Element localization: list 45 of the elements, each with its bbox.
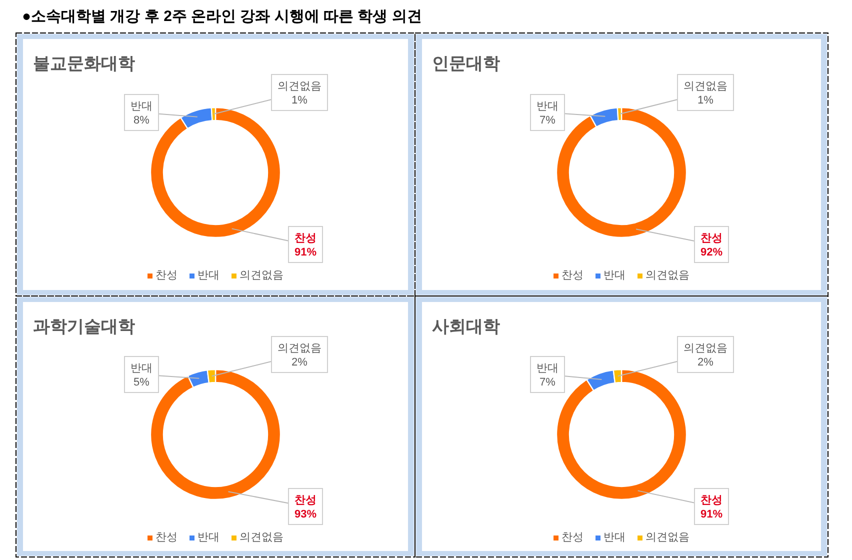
donut-slice <box>556 368 688 500</box>
legend-label: 의견없음 <box>646 270 690 282</box>
data-label: 7% <box>540 114 556 126</box>
data-label: 92% <box>700 246 723 258</box>
legend-label: 의견없음 <box>240 532 284 544</box>
legend-label: 의견없음 <box>646 532 690 544</box>
data-label: 2% <box>292 356 308 368</box>
data-label: 93% <box>294 508 317 520</box>
text: ●소속대학별 개강 후 2주 온라인 강좌 시행에 따른 학생 의견 <box>22 8 422 25</box>
slice-label: 의견없음 <box>684 342 728 354</box>
chart-title: 불교문화대학 <box>33 54 135 73</box>
legend-label: 반대 <box>604 270 626 282</box>
slice-label: 의견없음 <box>684 80 728 92</box>
donut-slice <box>556 106 688 238</box>
legend-label: 반대 <box>198 270 220 282</box>
donut-slice <box>150 106 282 238</box>
data-label: 1% <box>292 94 308 106</box>
data-label: 2% <box>698 356 714 368</box>
legend-label: 반대 <box>604 532 626 544</box>
slice-label: 반대 <box>130 100 152 112</box>
legend-label: 찬성 <box>562 532 584 544</box>
slice-label: 반대 <box>536 100 558 112</box>
legend-label: 찬성 <box>156 532 178 544</box>
slice-label: 찬성 <box>700 494 722 506</box>
slice-label: 의견없음 <box>278 80 322 92</box>
slice-label: 찬성 <box>294 232 316 244</box>
slice-label: 반대 <box>130 362 152 374</box>
data-label: 8% <box>134 114 150 126</box>
legend-label: 찬성 <box>156 270 178 282</box>
legend-label: 찬성 <box>562 270 584 282</box>
legend-label: 의견없음 <box>240 270 284 282</box>
data-label: 7% <box>540 376 556 388</box>
data-label: 5% <box>134 376 150 388</box>
slice-label: 찬성 <box>700 232 722 244</box>
data-label: 91% <box>700 508 723 520</box>
data-label: 91% <box>294 246 317 258</box>
chart-title: 인문대학 <box>432 54 500 73</box>
donut-slice <box>150 368 282 500</box>
slice-label: 반대 <box>536 362 558 374</box>
data-label: 1% <box>698 94 714 106</box>
legend-label: 반대 <box>198 532 220 544</box>
chart-title: 사회대학 <box>432 317 500 336</box>
slice-label: 의견없음 <box>278 342 322 354</box>
chart-title: 과학기술대학 <box>33 317 135 336</box>
slice-label: 찬성 <box>294 494 316 506</box>
